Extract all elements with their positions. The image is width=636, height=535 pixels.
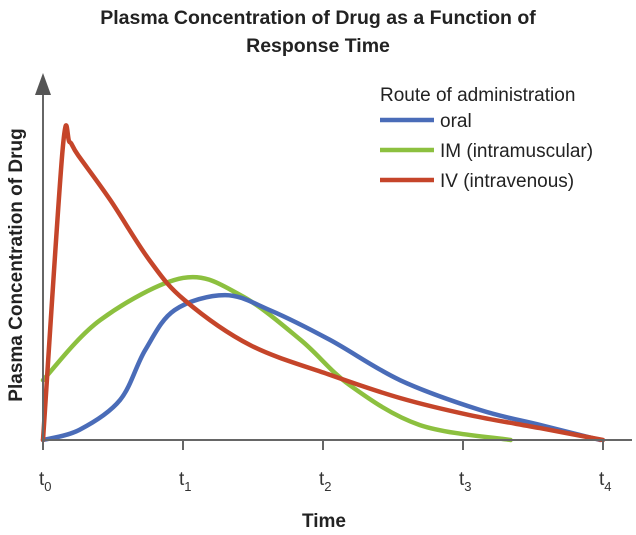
x-tick-label-base: t	[459, 469, 465, 490]
x-tick-label-subscript: 4	[604, 479, 611, 494]
x-tick-label: t2	[319, 469, 332, 494]
x-tick-label-base: t	[39, 469, 45, 490]
x-ticks: t0 t1 t2 t3 t4	[39, 440, 612, 494]
x-tick-label: t4	[599, 469, 612, 494]
x-tick-label-subscript: 1	[184, 479, 191, 494]
chart-title-line-1: Plasma Concentration of Drug as a Functi…	[100, 7, 536, 29]
x-tick-label: t0	[39, 469, 52, 494]
x-tick-label-base: t	[179, 469, 185, 490]
x-tick-label-subscript: 3	[464, 479, 471, 494]
x-axis-label: Time	[302, 511, 346, 532]
series-line-0	[40, 292, 603, 443]
x-tick-label-base: t	[599, 469, 605, 490]
y-axis-arrow-icon	[35, 73, 51, 95]
legend-title: Route of administration	[380, 85, 575, 106]
series-line-1	[40, 274, 513, 443]
x-tick-label-subscript: 0	[44, 479, 51, 494]
x-tick-label: t3	[459, 469, 472, 494]
x-tick-label: t1	[179, 469, 192, 494]
legend-item-label: IV (intravenous)	[440, 171, 574, 192]
series-lines	[40, 123, 606, 443]
legend: Route of administration oral IM (intramus…	[380, 85, 593, 192]
legend-item-label: IM (intramuscular)	[440, 141, 593, 162]
x-tick-label-base: t	[319, 469, 325, 490]
x-tick-label-subscript: 2	[324, 479, 331, 494]
series-line-2	[40, 123, 606, 443]
legend-item-label: oral	[440, 111, 472, 132]
y-axis-label: Plasma Concentration of Drug	[6, 128, 27, 401]
chart-title-line-2: Response Time	[246, 35, 390, 57]
